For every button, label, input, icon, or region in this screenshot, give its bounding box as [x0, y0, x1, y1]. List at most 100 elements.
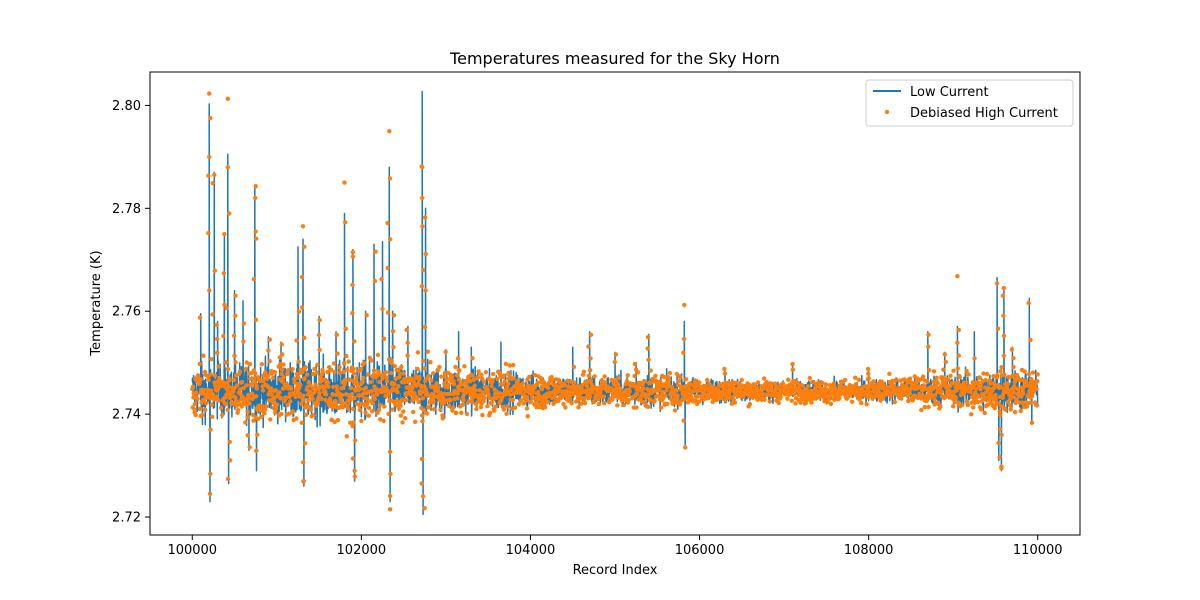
- high-current-point: [732, 400, 738, 405]
- high-current-point: [233, 395, 238, 400]
- high-current-outlier-point: [300, 224, 306, 229]
- high-current-point: [302, 244, 307, 249]
- high-current-point: [208, 116, 213, 121]
- high-current-point: [723, 380, 728, 386]
- high-current-point: [293, 394, 298, 400]
- high-current-point: [317, 390, 322, 396]
- high-current-point: [881, 382, 886, 387]
- high-current-point: [350, 424, 355, 429]
- high-current-point: [527, 374, 532, 379]
- high-current-point: [359, 418, 364, 424]
- high-current-point: [454, 410, 459, 416]
- high-current-point: [341, 385, 346, 390]
- high-current-point: [462, 364, 467, 369]
- high-current-point: [507, 373, 512, 378]
- high-current-point: [1010, 395, 1015, 400]
- high-current-point: [993, 392, 998, 398]
- high-current-point: [422, 384, 427, 389]
- high-current-point: [730, 379, 735, 385]
- high-current-point: [764, 380, 769, 385]
- high-current-point: [268, 417, 273, 422]
- high-current-point: [267, 337, 273, 342]
- high-current-point: [640, 386, 646, 391]
- high-current-point: [225, 407, 230, 412]
- high-current-point: [254, 386, 259, 391]
- high-current-point: [245, 415, 250, 420]
- high-current-point: [315, 362, 320, 367]
- high-current-point: [562, 383, 568, 388]
- x-tick-label: 106000: [675, 543, 725, 558]
- high-current-point: [972, 356, 977, 361]
- high-current-point: [938, 384, 944, 389]
- high-current-point: [436, 385, 441, 390]
- high-current-point: [602, 401, 607, 406]
- high-current-point: [339, 401, 344, 406]
- high-current-point: [347, 377, 352, 382]
- high-current-point: [283, 381, 289, 386]
- high-current-point: [461, 402, 466, 407]
- high-current-point: [1008, 407, 1013, 412]
- high-current-point: [351, 366, 356, 372]
- high-current-point: [302, 376, 307, 381]
- high-current-point: [423, 378, 428, 384]
- high-current-point: [1014, 397, 1019, 402]
- high-current-point: [809, 400, 814, 405]
- high-current-point: [343, 220, 348, 225]
- high-current-point: [357, 407, 362, 413]
- high-current-point: [447, 391, 452, 396]
- high-current-point: [625, 373, 630, 378]
- high-current-point: [843, 377, 848, 383]
- high-current-point: [1011, 356, 1016, 361]
- high-current-point: [235, 383, 240, 388]
- high-current-point: [471, 377, 476, 382]
- high-current-point: [586, 344, 591, 349]
- high-current-point: [681, 418, 686, 423]
- high-current-point: [241, 321, 247, 326]
- high-current-point: [499, 395, 505, 400]
- high-current-point: [233, 360, 238, 365]
- high-current-point: [645, 404, 651, 409]
- high-current-outlier-point: [999, 465, 1004, 471]
- high-current-point: [926, 332, 931, 337]
- high-current-point: [419, 456, 425, 462]
- high-current-point: [664, 388, 669, 393]
- high-current-point: [524, 398, 529, 403]
- high-current-point: [1028, 337, 1033, 343]
- high-current-point: [224, 305, 229, 311]
- high-current-point: [341, 369, 346, 375]
- high-current-point: [400, 397, 406, 402]
- high-current-point: [279, 342, 284, 347]
- high-current-point: [1000, 293, 1006, 298]
- high-current-point: [1035, 372, 1040, 377]
- high-current-point: [277, 390, 282, 395]
- high-current-point: [277, 355, 283, 360]
- high-current-point: [376, 369, 381, 374]
- high-current-point: [998, 413, 1003, 418]
- high-current-point: [587, 394, 593, 399]
- high-current-point: [354, 375, 359, 380]
- high-current-point: [588, 356, 593, 361]
- x-tick-label: 102000: [337, 543, 387, 558]
- high-current-point: [227, 458, 233, 463]
- high-current-point: [441, 400, 447, 405]
- high-current-point: [469, 399, 474, 404]
- high-current-point: [373, 249, 378, 254]
- high-current-point: [871, 379, 876, 384]
- high-current-point: [344, 434, 349, 439]
- high-current-point: [511, 362, 516, 368]
- y-tick-label: 2.74: [112, 408, 141, 423]
- high-current-point: [615, 382, 621, 387]
- high-current-point: [426, 405, 432, 410]
- high-current-point: [198, 377, 203, 382]
- high-current-point: [391, 313, 397, 318]
- x-tick-label: 108000: [844, 543, 894, 558]
- high-current-point: [976, 394, 981, 399]
- high-current-point: [615, 403, 620, 408]
- high-current-point: [1018, 378, 1023, 383]
- high-current-point: [296, 309, 302, 314]
- high-current-point: [853, 375, 858, 380]
- high-current-point: [366, 413, 371, 418]
- high-current-point: [253, 317, 259, 322]
- high-current-point: [472, 383, 477, 388]
- high-current-point: [925, 379, 930, 384]
